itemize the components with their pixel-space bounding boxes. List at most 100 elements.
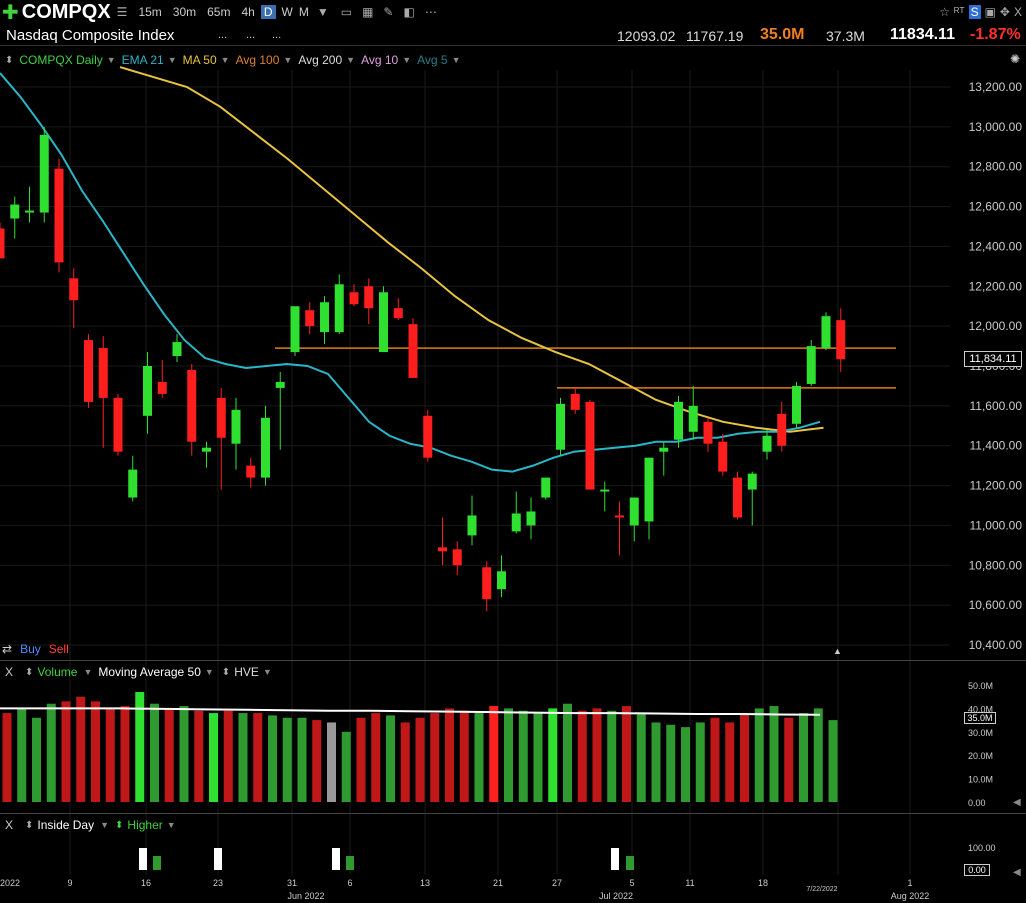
save-icon[interactable]: ▣ bbox=[984, 5, 996, 19]
chevron-down-icon[interactable]: ▼ bbox=[100, 820, 110, 830]
chevron-down-icon[interactable]: ▼ bbox=[166, 820, 176, 830]
volume-bar bbox=[327, 722, 336, 802]
timeframe-4h[interactable]: 4h bbox=[241, 5, 255, 19]
chevron-down-icon: ▼ bbox=[167, 55, 177, 65]
dots-1[interactable]: ... bbox=[218, 29, 228, 41]
volume-bar bbox=[76, 696, 86, 802]
chevron-down-icon[interactable]: ▼ bbox=[316, 5, 329, 19]
volume-bars bbox=[2, 692, 838, 802]
candle-body bbox=[320, 302, 329, 333]
study-4[interactable]: Avg 200 ▼ bbox=[298, 53, 355, 67]
trade-icon[interactable]: ⇄ bbox=[2, 642, 13, 656]
price-tick-label: 12,800.00 bbox=[969, 160, 1023, 174]
chevron-down-icon: ▼ bbox=[402, 55, 412, 65]
volume-label[interactable]: Volume bbox=[37, 665, 78, 679]
volume-bar bbox=[17, 708, 27, 802]
quote-change: -1.87% bbox=[970, 26, 1021, 43]
study-3[interactable]: Avg 100 ▼ bbox=[236, 53, 293, 67]
quote-last: 11834.11 bbox=[890, 26, 955, 43]
volume-bar bbox=[784, 717, 794, 802]
updown-icon[interactable]: ⬍ bbox=[5, 54, 14, 66]
chevron-down-icon[interactable]: ▼ bbox=[262, 667, 272, 677]
move-icon[interactable]: ✥ bbox=[999, 5, 1010, 19]
dots-2[interactable]: ... bbox=[246, 29, 256, 41]
close-icon[interactable]: X bbox=[1013, 5, 1022, 19]
chevron-down-icon: ▼ bbox=[106, 55, 116, 65]
volume-bar bbox=[209, 713, 218, 802]
close-volume[interactable]: X bbox=[5, 665, 14, 679]
sync-icon[interactable]: S bbox=[968, 5, 981, 19]
timeframe-15m[interactable]: 15m bbox=[138, 5, 162, 19]
hve-label[interactable]: HVE bbox=[234, 665, 259, 679]
scroll-up-icon[interactable]: ▲ bbox=[833, 646, 842, 656]
timeframe-daily[interactable]: D bbox=[260, 5, 276, 19]
candle-body bbox=[674, 401, 683, 440]
horizontal-lines bbox=[275, 347, 896, 389]
inside-axis-100: 100.00 bbox=[968, 843, 996, 853]
symbol-box[interactable]: ✚ COMPQX bbox=[2, 0, 111, 25]
candle-body bbox=[629, 497, 639, 526]
index-name: Nasdaq Composite Index bbox=[6, 27, 175, 44]
study-2[interactable]: MA 50 ▼ bbox=[183, 53, 230, 67]
inside-day-label[interactable]: Inside Day bbox=[37, 818, 95, 832]
x-tick-label: 11 bbox=[685, 878, 694, 888]
list-icon[interactable]: ☰ bbox=[116, 5, 128, 19]
x-axis: 2022 9 16 23 31 Jun 2022 6 13 21 27 Jul 2022 5 11 18 7… bbox=[0, 878, 929, 901]
x-tick-label: 2022 bbox=[0, 878, 20, 888]
x-tick-label: Jun 2022 bbox=[287, 891, 324, 901]
palette-icon[interactable]: ✺ bbox=[1010, 52, 1021, 66]
higher-label[interactable]: Higher bbox=[127, 818, 163, 832]
study-6[interactable]: Avg 5 ▼ bbox=[417, 53, 460, 67]
price-tick-label: 11,600.00 bbox=[970, 399, 1023, 413]
candle-body bbox=[393, 308, 403, 319]
study-5[interactable]: Avg 10 ▼ bbox=[361, 53, 411, 67]
scroll-right-icon[interactable]: ◀ bbox=[1013, 797, 1021, 808]
price-tick-label: 10,400.00 bbox=[969, 638, 1023, 652]
updown-icon[interactable]: ⬍ bbox=[221, 666, 231, 678]
chevron-down-icon[interactable]: ▼ bbox=[83, 667, 93, 677]
candle-body bbox=[216, 397, 226, 438]
chart-type-icon[interactable]: ▭ bbox=[340, 5, 353, 19]
candle-body bbox=[261, 417, 270, 478]
updown-icon[interactable]: ⬍ bbox=[25, 819, 34, 831]
price-tick-label: 12,400.00 bbox=[969, 239, 1023, 253]
volume-bar bbox=[533, 713, 543, 802]
dots-3[interactable]: ... bbox=[272, 29, 282, 41]
volume-ma-label[interactable]: Moving Average 50 bbox=[98, 665, 201, 679]
x-tick-label: Aug 2022 bbox=[891, 891, 930, 901]
chevron-down-icon[interactable]: ▼ bbox=[204, 667, 214, 677]
scroll-right-icon[interactable]: ◀ bbox=[1013, 867, 1021, 878]
timeframe-weekly[interactable]: W bbox=[281, 5, 293, 19]
volume-bar bbox=[799, 713, 808, 802]
sell-button[interactable]: Sell bbox=[48, 642, 69, 656]
add-symbol-icon[interactable]: ✚ bbox=[2, 1, 19, 24]
inside-day-bar bbox=[214, 848, 222, 870]
candle-body bbox=[497, 571, 506, 590]
price-axis: 13,200.00 13,000.00 12,800.00 12,600.00 12,4… bbox=[969, 80, 1023, 652]
volume-ma-line bbox=[0, 707, 821, 716]
price-tick-label: 11,400.00 bbox=[970, 439, 1023, 453]
buy-button[interactable]: Buy bbox=[20, 642, 41, 656]
volume-bar bbox=[445, 708, 454, 802]
timeframe-30m[interactable]: 30m bbox=[172, 5, 197, 19]
study-1[interactable]: EMA 21 ▼ bbox=[122, 53, 177, 67]
price-tick-label: 11,000.00 bbox=[970, 518, 1023, 532]
layers-icon[interactable]: ◧ bbox=[403, 5, 415, 19]
study-0[interactable]: COMPQX Daily ▼ bbox=[19, 53, 115, 67]
close-inside[interactable]: X bbox=[5, 818, 14, 832]
timeframe-65m[interactable]: 65m bbox=[207, 5, 231, 19]
updown-icon[interactable]: ⬍ bbox=[115, 819, 124, 831]
updown-icon[interactable]: ⬍ bbox=[25, 666, 34, 678]
candle-body bbox=[585, 401, 595, 490]
timeframe-monthly[interactable]: M bbox=[298, 5, 309, 19]
candle-body bbox=[128, 469, 138, 498]
realtime-icon[interactable]: ᴿᵀ bbox=[953, 5, 965, 19]
candle-body bbox=[423, 415, 433, 458]
candle-body bbox=[290, 306, 300, 353]
indicator-icon[interactable]: ▦ bbox=[362, 5, 374, 19]
pencil-icon[interactable]: ✎ bbox=[383, 5, 394, 19]
share-icon[interactable]: ⋯ bbox=[424, 5, 437, 19]
star-icon[interactable]: ☆ bbox=[939, 5, 950, 19]
volume-bar bbox=[636, 713, 646, 802]
